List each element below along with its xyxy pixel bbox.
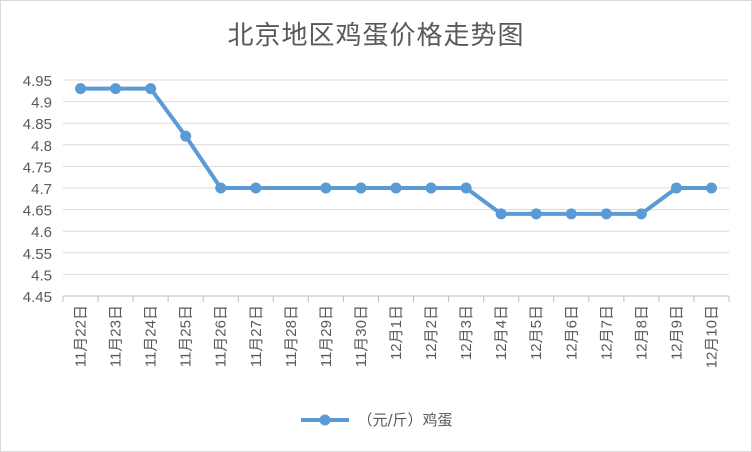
y-tick-label: 4.8 <box>31 138 52 155</box>
x-tick-label: 11月27日 <box>248 305 265 367</box>
x-tick-label: 11月25日 <box>178 305 195 367</box>
y-tick-label: 4.75 <box>23 159 52 176</box>
y-tick-label: 4.9 <box>31 95 52 112</box>
data-point <box>320 182 332 194</box>
data-point <box>705 182 717 194</box>
data-point <box>215 182 227 194</box>
data-point <box>670 182 682 194</box>
y-tick-label: 4.5 <box>31 267 52 284</box>
y-tick-label: 4.7 <box>31 181 52 198</box>
y-tick-label: 4.85 <box>23 116 52 133</box>
data-point <box>145 83 157 95</box>
gridlines <box>63 79 729 275</box>
y-tick-label: 4.6 <box>31 224 52 241</box>
data-point <box>495 208 507 220</box>
x-tick-label: 11月24日 <box>143 305 160 367</box>
data-point <box>460 182 472 194</box>
legend-label: （元/斤）鸡蛋 <box>357 411 453 429</box>
data-point <box>75 83 87 95</box>
data-point <box>425 182 437 194</box>
data-point <box>530 208 542 220</box>
x-tick-label: 12月1日 <box>388 305 405 360</box>
x-tick-label: 11月26日 <box>213 305 230 367</box>
series-line <box>80 86 712 216</box>
x-tick-label: 12月6日 <box>563 305 580 360</box>
x-tick-label: 12月9日 <box>668 305 685 360</box>
x-tick-label: 12月4日 <box>493 305 510 360</box>
x-tick-label: 12月5日 <box>528 305 545 360</box>
y-axis-tick-labels: 4.95 4.9 4.85 4.8 4.75 4.7 4.65 4.6 4.55 4.5 4.45 <box>23 73 52 306</box>
data-point <box>355 182 367 194</box>
x-tick-label: 11月29日 <box>318 305 335 367</box>
x-tick-label: 12月3日 <box>458 305 475 360</box>
x-tick-label: 11月28日 <box>283 305 300 367</box>
legend-swatch <box>301 414 350 425</box>
x-tick-label: 11月22日 <box>73 305 90 367</box>
data-point <box>390 182 402 194</box>
data-point <box>565 208 577 220</box>
x-tick-label: 12月7日 <box>598 305 615 360</box>
x-tick-label: 12月2日 <box>423 305 440 360</box>
x-axis <box>62 295 730 302</box>
legend: （元/斤）鸡蛋 <box>1 409 751 430</box>
legend-marker <box>319 414 331 425</box>
y-tick-label: 4.65 <box>23 203 52 220</box>
x-axis-tick-labels: 11月22日 11月23日 11月24日 11月25日 11月26日 11月27日 11月2… <box>73 305 721 368</box>
data-point <box>180 130 192 142</box>
y-tick-label: 4.55 <box>23 246 52 263</box>
x-tick-label: 12月8日 <box>633 305 650 360</box>
series-egg-price <box>75 83 717 220</box>
data-point <box>110 83 122 95</box>
x-tick-label: 11月23日 <box>108 305 125 367</box>
data-point <box>635 208 647 220</box>
y-tick-label: 4.45 <box>23 289 52 306</box>
y-tick-label: 4.95 <box>23 73 52 90</box>
chart-title: 北京地区鸡蛋价格走势图 <box>227 21 525 51</box>
data-point <box>250 182 262 194</box>
data-point <box>600 208 612 220</box>
x-tick-label: 11月30日 <box>353 305 370 367</box>
x-tick-label: 12月10日 <box>703 305 720 368</box>
